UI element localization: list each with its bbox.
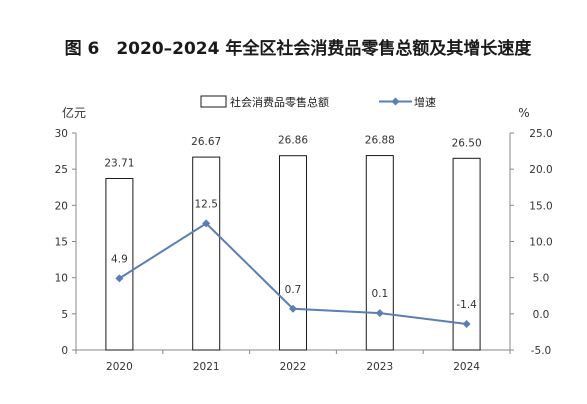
left-tick-label: 20 — [55, 200, 68, 212]
growth-value-label: 12.5 — [195, 198, 218, 210]
legend-bar-label: 社会消费品零售总额 — [230, 95, 329, 109]
left-tick-label: 0 — [61, 345, 68, 357]
growth-value-label: -1.4 — [456, 299, 477, 311]
growth-value-label: 0.7 — [285, 284, 302, 296]
growth-value-label: 4.9 — [111, 253, 128, 265]
legend-bar-swatch — [200, 95, 227, 108]
right-tick-label: 0.0 — [533, 309, 550, 321]
retail-sales-bar — [365, 155, 394, 351]
axes: 0 5 10 15 20 25 30 -5.0 0.0 5.0 10.0 15.0 20.0 25.0 20… — [55, 128, 553, 373]
growth-point — [375, 309, 384, 318]
left-tick-label: 30 — [55, 128, 68, 140]
data-labels: 23.71 26.67 26.86 26.88 26.50 4.9 12.5 0.7 0.1 -1… — [104, 135, 481, 311]
x-tick-label: 2020 — [106, 361, 133, 373]
growth-point — [462, 319, 471, 328]
bar-value-label: 23.71 — [104, 157, 134, 169]
growth-point — [289, 304, 297, 313]
retail-sales-bar — [105, 177, 134, 351]
legend-line-label: 增速 — [414, 95, 436, 109]
right-axis-unit: % — [518, 106, 529, 120]
legend: 社会消费品零售总额 增速 — [200, 95, 436, 109]
bars — [105, 155, 481, 351]
left-tick-label: 25 — [55, 164, 68, 176]
growth-point — [202, 219, 211, 228]
chart-title: 图 6 2020–2024 年全区社会消费品零售总额及其增长速度 — [65, 38, 533, 59]
right-tick-label: 25.0 — [529, 128, 552, 140]
left-tick-label: 10 — [55, 273, 68, 285]
right-tick-label: 20.0 — [529, 164, 552, 176]
bar-value-label: 26.88 — [365, 135, 395, 147]
growth-value-label: 0.1 — [371, 288, 388, 300]
right-tick-label: 15.0 — [529, 200, 552, 212]
right-tick-label: 5.0 — [533, 273, 550, 285]
left-tick-label: 5 — [61, 309, 68, 321]
bar-value-label: 26.86 — [278, 135, 308, 147]
right-tick-label: -5.0 — [531, 345, 552, 357]
left-axis-unit: 亿元 — [62, 105, 86, 120]
x-tick-label: 2021 — [193, 361, 220, 373]
retail-sales-bar — [192, 156, 221, 351]
x-tick-label: 2022 — [280, 361, 307, 373]
right-tick-label: 10.0 — [529, 237, 552, 249]
bar-value-label: 26.67 — [191, 136, 221, 148]
x-tick-label: 2023 — [366, 361, 393, 373]
bar-value-label: 26.50 — [452, 137, 482, 149]
retail-sales-bar — [279, 155, 307, 351]
retail-sales-bar — [452, 157, 481, 351]
legend-line-marker — [391, 97, 400, 106]
growth-line-series — [115, 219, 471, 328]
x-tick-label: 2024 — [453, 361, 480, 373]
left-tick-label: 15 — [55, 237, 68, 249]
growth-point — [115, 274, 124, 283]
